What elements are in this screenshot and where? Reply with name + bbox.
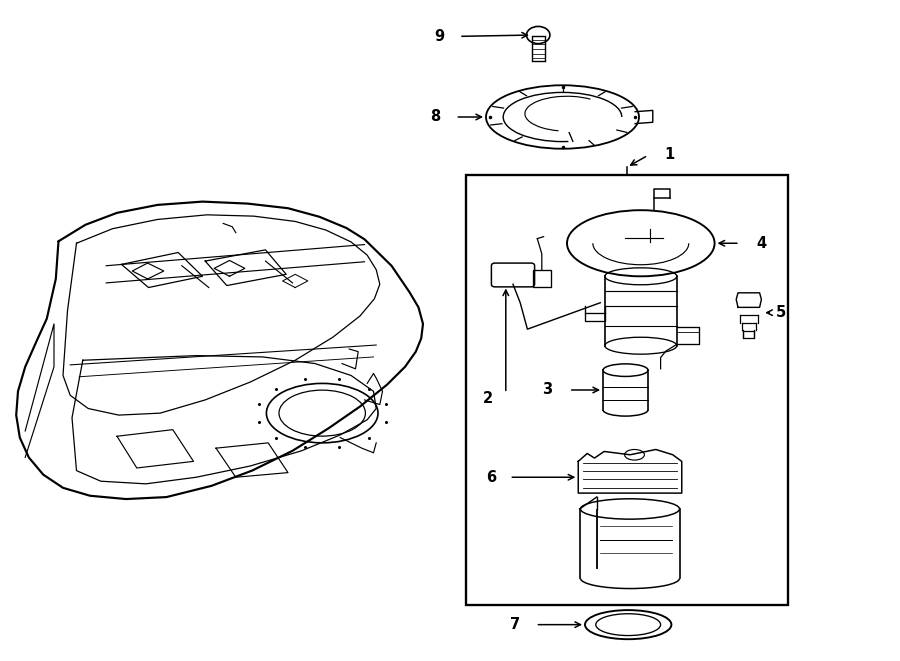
Bar [533,270,551,287]
Bar [466,175,788,605]
Text: 3: 3 [542,383,553,397]
Text: 2: 2 [482,391,493,406]
Text: 8: 8 [430,110,441,124]
Text: 5: 5 [776,305,786,320]
Text: 9: 9 [434,29,445,44]
Text: 6: 6 [486,470,497,485]
Text: 1: 1 [664,147,674,161]
Text: 4: 4 [756,236,766,251]
Bar [532,36,544,61]
Text: 7: 7 [509,617,520,632]
